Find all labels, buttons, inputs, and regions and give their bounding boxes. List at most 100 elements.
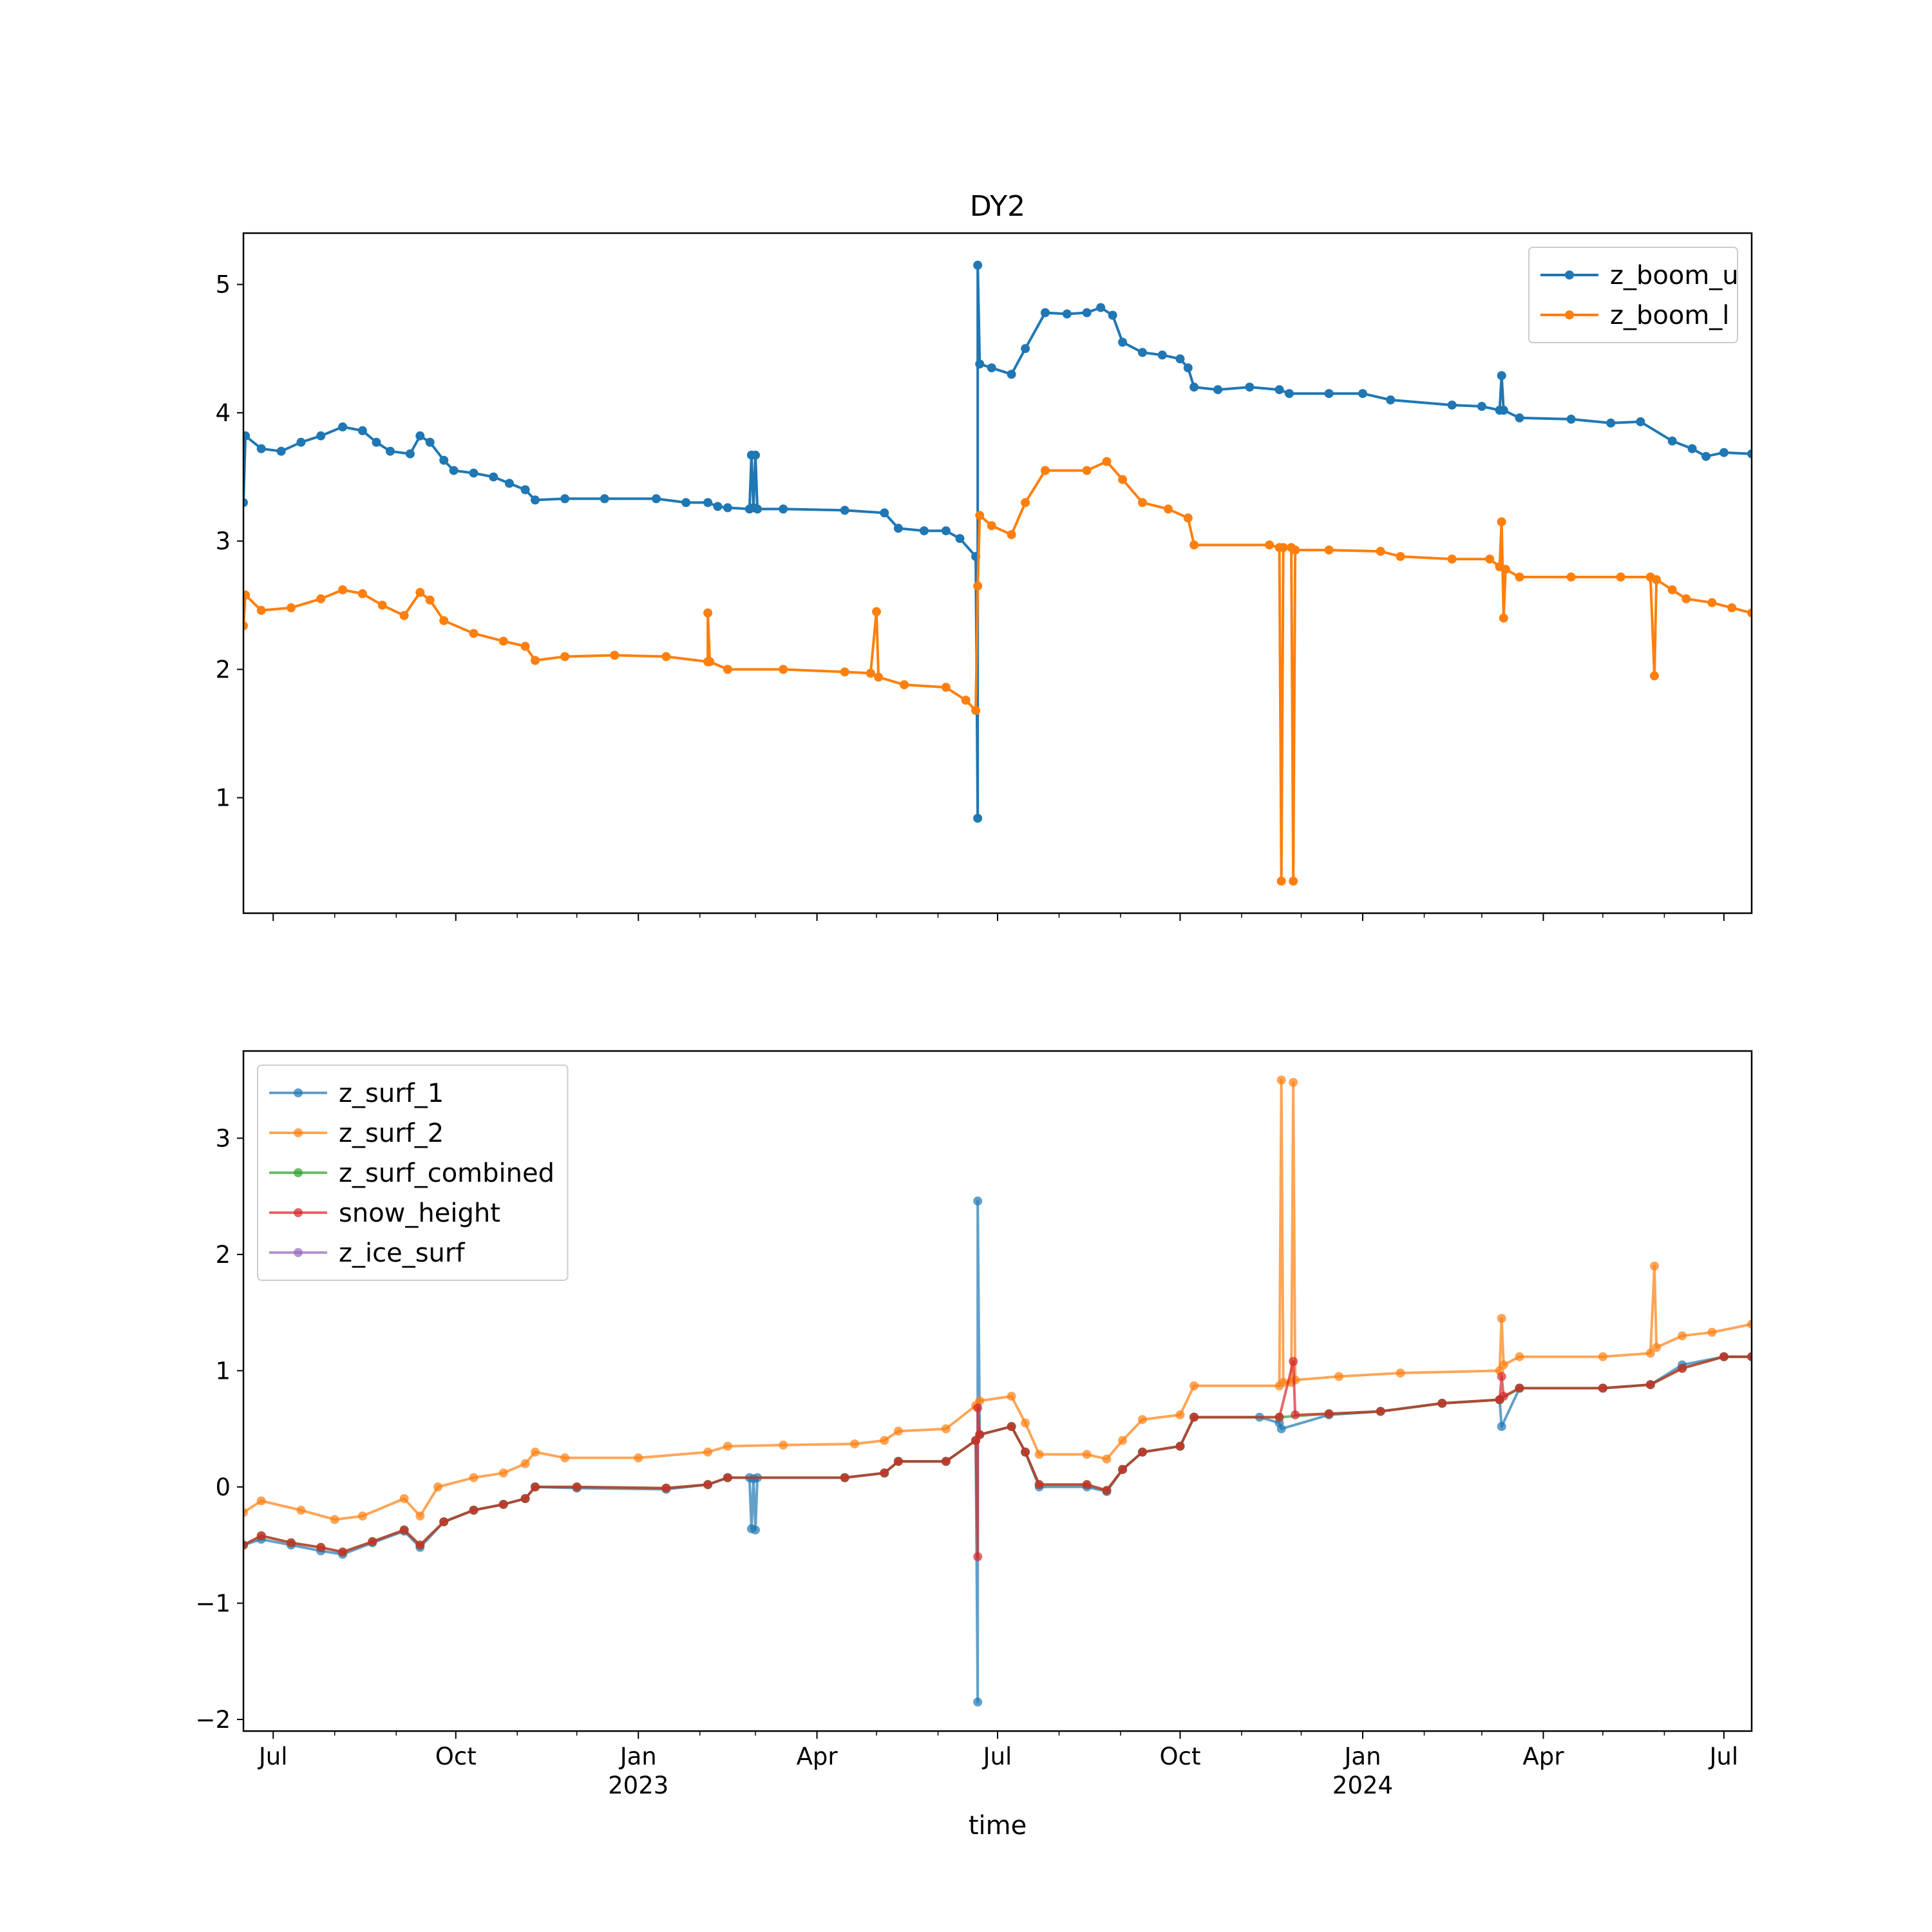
legend-label-z_ice_surf: z_ice_surf bbox=[339, 1238, 465, 1268]
data-point-z_boom_l bbox=[439, 616, 449, 625]
data-point-z_boom_l bbox=[1396, 552, 1405, 562]
data-point-z_boom_l bbox=[243, 621, 248, 630]
data-point-z_boom_u bbox=[1667, 436, 1677, 446]
data-point-z_boom_l bbox=[1102, 457, 1112, 466]
x-tick-label: Jul bbox=[258, 1743, 288, 1770]
data-point-z_boom_u bbox=[405, 449, 415, 459]
data-point-snow_height bbox=[1289, 1357, 1298, 1366]
x-tick-label: Oct bbox=[435, 1743, 477, 1770]
series-line-z_surf_combined bbox=[243, 1355, 1752, 1553]
data-point-z_boom_u bbox=[1062, 309, 1072, 319]
data-point-z_boom_u bbox=[703, 498, 713, 507]
data-point-z_surf_1 bbox=[1497, 1422, 1506, 1432]
data-point-z_surf_2 bbox=[531, 1447, 540, 1457]
series-line-z_boom_u bbox=[243, 263, 1752, 820]
data-point-z_boom_l bbox=[941, 683, 951, 692]
data-point-z_boom_l bbox=[1021, 498, 1030, 507]
data-point-z_boom_u bbox=[386, 446, 395, 456]
data-point-z_surf_2 bbox=[1276, 1075, 1286, 1085]
series-group bbox=[243, 1075, 1752, 1707]
data-point-z_boom_u bbox=[751, 450, 760, 460]
legend-swatch-marker bbox=[294, 1088, 303, 1097]
data-point-z_boom_l bbox=[1324, 545, 1334, 555]
data-point-z_surf_2 bbox=[634, 1453, 643, 1463]
data-point-snow_height bbox=[1102, 1486, 1112, 1495]
data-point-z_boom_u bbox=[779, 504, 788, 514]
data-point-z_boom_l bbox=[1727, 603, 1737, 612]
legend-label-z_surf_1: z_surf_1 bbox=[339, 1079, 444, 1108]
data-point-z_boom_u bbox=[1747, 449, 1752, 459]
data-point-snow_height bbox=[1719, 1352, 1728, 1361]
data-point-z_boom_u bbox=[256, 444, 266, 453]
data-point-z_surf_2 bbox=[357, 1511, 367, 1521]
data-point-z_boom_l bbox=[1291, 545, 1300, 555]
data-point-z_boom_u bbox=[504, 478, 514, 488]
data-point-z_boom_u bbox=[681, 498, 691, 507]
data-point-z_boom_l bbox=[1501, 565, 1510, 574]
data-point-z_boom_u bbox=[1245, 383, 1255, 392]
data-point-z_boom_u bbox=[469, 468, 478, 478]
data-point-z_surf_2 bbox=[1289, 1077, 1298, 1087]
data-point-z_boom_u bbox=[840, 506, 849, 515]
data-point-z_surf_2 bbox=[330, 1515, 339, 1524]
data-point-z_surf_2 bbox=[941, 1424, 951, 1434]
data-point-z_boom_l bbox=[1164, 504, 1173, 514]
y-tick-label: 3 bbox=[215, 1124, 231, 1152]
data-point-z_boom_u bbox=[296, 437, 306, 447]
data-point-z_boom_l bbox=[1515, 573, 1524, 582]
data-point-z_surf_2 bbox=[1396, 1368, 1405, 1378]
data-point-z_surf_2 bbox=[1515, 1352, 1524, 1361]
data-point-snow_height bbox=[973, 1403, 983, 1413]
data-point-snow_height bbox=[1598, 1383, 1607, 1393]
data-point-z_boom_l bbox=[1276, 876, 1286, 886]
data-point-z_surf_2 bbox=[1102, 1454, 1112, 1464]
data-point-snow_height bbox=[975, 1430, 985, 1439]
data-point-z_boom_u bbox=[1701, 451, 1711, 461]
data-point-z_surf_2 bbox=[1747, 1320, 1752, 1329]
data-point-snow_height bbox=[415, 1540, 425, 1550]
data-point-z_boom_l bbox=[1652, 575, 1662, 584]
data-point-z_boom_u bbox=[357, 426, 367, 435]
data-point-z_boom_u bbox=[1274, 385, 1284, 395]
chart-title: DY2 bbox=[970, 190, 1025, 223]
data-point-z_boom_l bbox=[1566, 573, 1576, 582]
legend: z_boom_u z_boom_l bbox=[1528, 247, 1739, 343]
y-tick-label: 3 bbox=[215, 527, 231, 555]
data-point-z_boom_l bbox=[1447, 554, 1457, 564]
data-point-z_surf_2 bbox=[1138, 1415, 1147, 1425]
data-point-z_boom_l bbox=[1189, 540, 1199, 550]
data-point-z_boom_u bbox=[713, 502, 723, 511]
y-tick-label: −2 bbox=[195, 1706, 231, 1734]
data-point-z_boom_u bbox=[1386, 395, 1396, 404]
y-tick-label: 1 bbox=[215, 1357, 231, 1385]
data-point-z_boom_l bbox=[1650, 671, 1659, 681]
data-point-z_boom_l bbox=[973, 581, 983, 591]
data-point-snow_height bbox=[1747, 1352, 1752, 1361]
data-point-z_surf_2 bbox=[1499, 1360, 1508, 1370]
data-point-z_boom_l bbox=[1138, 498, 1147, 507]
data-point-z_boom_u bbox=[1499, 406, 1508, 415]
legend-swatch-marker bbox=[1565, 310, 1574, 319]
data-point-z_surf_2 bbox=[469, 1473, 478, 1482]
data-point-snow_height bbox=[368, 1537, 377, 1546]
data-point-z_boom_u bbox=[1497, 371, 1506, 381]
data-point-z_boom_u bbox=[941, 526, 951, 536]
data-point-z_boom_l bbox=[975, 511, 985, 520]
top-panel: 1 2 3 4 5 z_boom_u z_boom_l bbox=[215, 232, 1753, 921]
data-point-snow_height bbox=[840, 1473, 849, 1482]
y-tick-label: 0 bbox=[215, 1473, 231, 1501]
x-tick-label: Jan bbox=[1343, 1743, 1381, 1770]
legend-box bbox=[1528, 247, 1738, 343]
data-point-z_surf_2 bbox=[1652, 1343, 1662, 1352]
data-point-z_boom_u bbox=[1175, 354, 1185, 364]
data-point-z_boom_u bbox=[338, 422, 348, 431]
data-point-z_boom_u bbox=[975, 359, 985, 369]
y-tick-label: 1 bbox=[215, 784, 231, 812]
legend-label-z_boom_u: z_boom_u bbox=[1610, 261, 1739, 290]
data-point-z_surf_2 bbox=[560, 1453, 570, 1463]
data-point-z_boom_u bbox=[987, 363, 996, 373]
legend-swatch-marker bbox=[294, 1168, 303, 1177]
plot-frame bbox=[242, 232, 1753, 914]
data-point-snow_height bbox=[439, 1517, 449, 1527]
